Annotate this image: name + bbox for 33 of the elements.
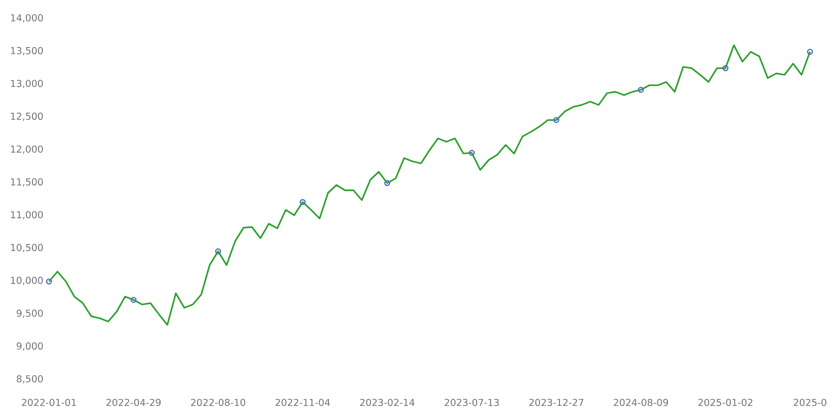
x-tick-label: 2025-0 [794, 398, 826, 406]
y-tick-label: 8,500 [16, 375, 43, 384]
point [130, 296, 137, 303]
point [553, 117, 560, 124]
y-tick-label: 12,000 [11, 145, 43, 154]
y-tick-label: 10,000 [11, 276, 43, 285]
y-tick-label: 10,500 [11, 244, 43, 252]
x-tick-label: 2022-01-01 [22, 398, 76, 406]
x-tick-label: 2024-08-09 [614, 398, 668, 406]
x-tick-label: 2025-01-02 [698, 398, 752, 406]
y-tick-label: 11,000 [11, 211, 43, 220]
x-tick-label: 2022-11-04 [276, 398, 330, 406]
y-tick-label: 12,500 [11, 112, 43, 121]
x-tick-label: 2023-02-14 [360, 398, 414, 406]
y-tick-label: 11,500 [11, 178, 43, 186]
x-tick-label: 2022-08-10 [191, 398, 246, 406]
y-tick-label: 14,000 [11, 14, 43, 22]
point [300, 199, 306, 206]
y-tick-label: 13,000 [11, 80, 43, 88]
point [638, 86, 644, 93]
x-tick-label: 2022-04-29 [106, 398, 161, 406]
y-tick-label: 9,500 [16, 310, 43, 318]
point [806, 48, 814, 55]
x-tick-label: 2023-12-27 [529, 398, 584, 406]
y-tick-label: 13,500 [11, 47, 43, 56]
point [722, 65, 728, 72]
point [384, 180, 390, 186]
line-series [48, 44, 811, 326]
x-tick-label: 2023-07-13 [444, 398, 499, 406]
point [215, 248, 222, 254]
y-tick-label: 9,000 [16, 342, 43, 351]
point [46, 278, 52, 285]
point [468, 150, 475, 156]
